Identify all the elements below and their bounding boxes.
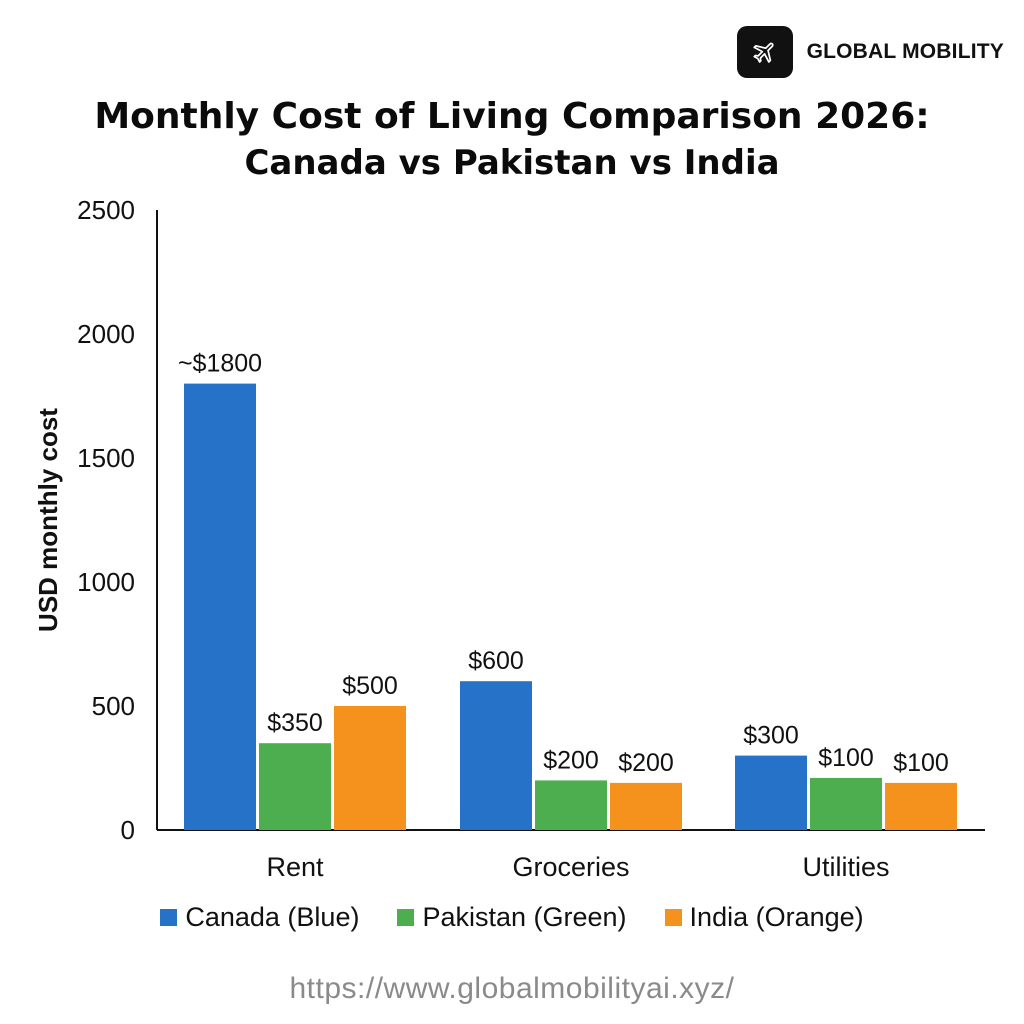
- data-label: ~$1800: [178, 350, 262, 378]
- y-tick-label: 0: [121, 815, 135, 845]
- legend-item: India (Orange): [664, 902, 864, 933]
- legend-swatch: [160, 909, 178, 926]
- y-tick-label: 2000: [77, 319, 135, 349]
- airplane-icon: [736, 26, 793, 78]
- y-tick-label: 500: [92, 691, 135, 721]
- data-label: $200: [543, 746, 599, 774]
- chart-subtitle: Canada vs Pakistan vs India: [244, 143, 780, 183]
- data-label: $100: [893, 749, 949, 777]
- legend-item: Canada (Blue): [160, 902, 359, 933]
- bar: [535, 780, 607, 830]
- x-tick-label: Groceries: [512, 852, 629, 882]
- data-label: $350: [267, 709, 323, 737]
- legend: Canada (Blue) Pakistan (Green) India (Oran…: [0, 902, 1024, 933]
- y-tick-label: 2500: [77, 195, 135, 225]
- legend-label: India (Orange): [689, 902, 864, 932]
- data-label: $600: [468, 647, 524, 675]
- x-tick-label: Utilities: [802, 852, 889, 882]
- bar: [460, 681, 532, 830]
- chart-title: Monthly Cost of Living Comparison 2026:: [94, 96, 930, 137]
- x-tick-label: Rent: [266, 852, 324, 882]
- legend-swatch: [664, 909, 682, 926]
- legend-label: Canada (Blue): [185, 902, 360, 932]
- bar: [885, 782, 957, 830]
- source-url: https://www.globalmobilityai.xyz/: [289, 972, 735, 1005]
- bar: [735, 755, 807, 830]
- data-label: $200: [618, 749, 674, 777]
- bar: [610, 782, 682, 830]
- legend-swatch: [397, 909, 415, 926]
- bar: [334, 706, 406, 830]
- y-tick-label: 1000: [77, 567, 135, 597]
- bar-chart: 0 500 1000 1500 2000 2500 USD monthly cost ~$18…: [33, 195, 985, 882]
- y-tick-label: 1500: [77, 443, 135, 473]
- data-label: $100: [818, 744, 874, 772]
- bar: [184, 383, 256, 830]
- bar: [259, 743, 331, 830]
- bar: [810, 777, 882, 830]
- data-label: $300: [743, 722, 799, 750]
- y-axis-label: USD monthly cost: [33, 408, 63, 632]
- data-label: $500: [342, 672, 398, 700]
- legend-item: Pakistan (Green): [397, 902, 627, 933]
- legend-label: Pakistan (Green): [422, 902, 627, 932]
- brand-name: GLOBAL MOBILITY: [806, 40, 1004, 63]
- brand: GLOBAL MOBILITY: [736, 26, 1004, 78]
